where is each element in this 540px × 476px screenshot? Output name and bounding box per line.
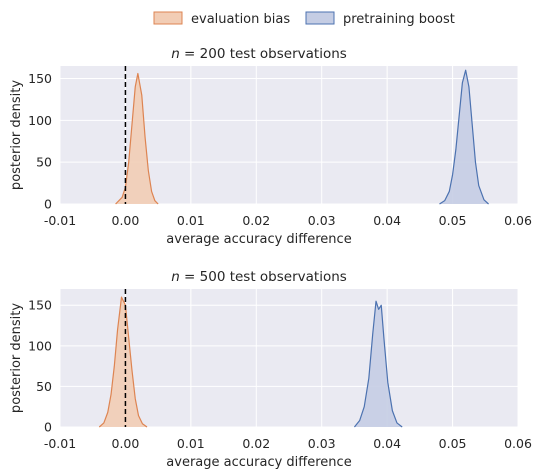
legend-label-pretraining-boost: pretraining boost xyxy=(343,12,455,27)
chart-1-x-tick-label-3: 0.02 xyxy=(242,436,270,451)
chart-0-x-tick-label-0: -0.01 xyxy=(44,213,76,228)
chart-1-y-axis-label: posterior density xyxy=(9,303,24,413)
legend-swatch-evaluation-bias xyxy=(153,11,183,25)
panel-top: -0.01 0.00 0.01 0.02 0.03 0.04 0.05 0.06 0 50 100 1… xyxy=(9,46,532,247)
chart-0-x-tick-label-7: 0.06 xyxy=(504,213,532,228)
chart-1-x-tick-label-0: -0.01 xyxy=(44,436,76,451)
chart-0-x-tick-label-2: 0.01 xyxy=(177,213,205,228)
chart-1-series-0-line xyxy=(98,296,148,428)
chart-1-title-n: 500 xyxy=(200,269,230,285)
chart-0-series-0-area xyxy=(115,73,159,204)
chart-1-x-tick-label-1: 0.00 xyxy=(112,436,140,451)
chart-0-title-prefix: n = xyxy=(171,46,199,62)
chart-1-series-1-line xyxy=(353,300,403,428)
chart-1-title-prefix: n = xyxy=(171,269,199,285)
chart-1-title-suffix: test observations xyxy=(230,269,347,285)
chart-1-x-tick-label-2: 0.01 xyxy=(177,436,205,451)
panel-bottom: -0.01 0.00 0.01 0.02 0.03 0.04 0.05 0.06 0 50 100 1… xyxy=(9,269,532,470)
chart-0-x-tick-label-3: 0.02 xyxy=(242,213,270,228)
chart-0-x-tick-label-5: 0.04 xyxy=(373,213,401,228)
chart-1-x-tick-label-5: 0.04 xyxy=(373,436,401,451)
chart-1-y-tick-label-2: 100 xyxy=(28,338,52,353)
chart-0-x-axis-label: average accuracy difference xyxy=(166,232,351,247)
chart-0-x-tick-label-4: 0.03 xyxy=(308,213,336,228)
chart-1-y-tick-label-0: 0 xyxy=(44,420,52,435)
chart-0-y-tick-label-0: 0 xyxy=(44,197,52,212)
chart-0-x-tick-label-6: 0.05 xyxy=(439,213,467,228)
chart-0-y-tick-label-3: 150 xyxy=(28,71,52,86)
chart-0-title-suffix: test observations xyxy=(230,46,347,62)
chart-0-series-1-line xyxy=(439,69,489,205)
chart-0-title: n = 200 test observations xyxy=(171,46,347,62)
chart-0-y-tick-label-1: 50 xyxy=(36,155,52,170)
chart-1-y-tick-label-1: 50 xyxy=(36,379,52,394)
chart-1-title: n = 500 test observations xyxy=(171,269,347,285)
chart-1-x-tick-label-4: 0.03 xyxy=(308,436,336,451)
legend: evaluation bias pretraining boost xyxy=(153,11,455,27)
chart-1-x-tick-label-6: 0.05 xyxy=(439,436,467,451)
chart-0-x-tick-label-1: 0.00 xyxy=(112,213,140,228)
chart-1-x-tick-label-7: 0.06 xyxy=(504,436,532,451)
chart-0-y-tick-label-2: 100 xyxy=(28,113,52,128)
chart-0-y-axis-label: posterior density xyxy=(9,80,24,190)
chart-1-y-tick-label-3: 150 xyxy=(28,298,52,313)
legend-label-evaluation-bias: evaluation bias xyxy=(191,12,290,27)
chart-1-x-axis-label: average accuracy difference xyxy=(166,455,351,470)
chart-0-title-n: 200 xyxy=(200,46,230,62)
legend-swatch-pretraining-boost xyxy=(305,11,335,25)
